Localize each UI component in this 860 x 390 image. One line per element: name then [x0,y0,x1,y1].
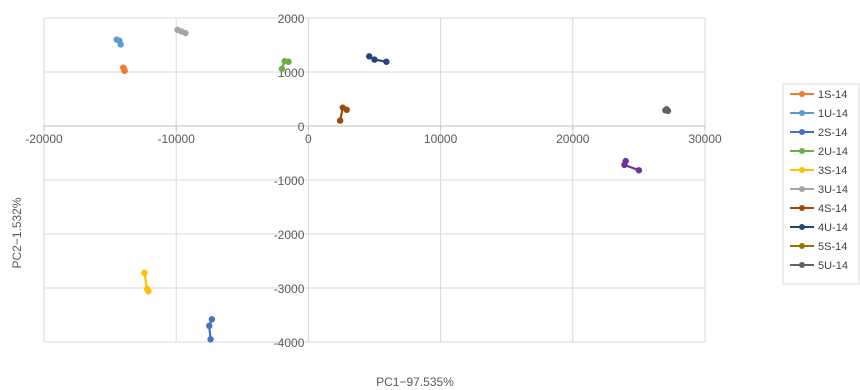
y-tick-label: -2000 [274,228,305,242]
legend-item: 2U-14 [790,146,848,158]
series-2U-14 [278,58,292,72]
legend-item: 3S-14 [790,165,847,177]
data-point [621,161,628,169]
y-tick-label: -1000 [274,174,305,188]
data-point [635,167,643,174]
legend-label: 5U-14 [818,260,848,272]
legend-marker [799,262,805,268]
x-tick-label: 10000 [424,132,458,146]
legend-label: 3U-14 [818,184,848,196]
data-point [371,56,378,63]
series-5S-14 [621,157,643,174]
data-point [343,106,350,114]
legend-item: 4S-14 [790,203,847,215]
x-axis-title: PC1−97.535% [376,375,454,389]
legend-marker [799,129,805,135]
legend-item: 5S-14 [790,241,847,253]
data-point [117,41,124,48]
y-tick-label: 0 [298,120,305,134]
series-5U-14 [662,106,672,115]
series-1U-14 [113,36,124,48]
data-point [206,322,213,329]
legend-marker [799,91,805,97]
x-tick-label: -20000 [25,132,63,146]
legend-items: 1S-14 1U-14 2S-14 2U-14 3S-14 3U-14 4S-14 4U-14… [790,89,848,272]
legend-label: 1U-14 [818,108,848,120]
legend-label: 2U-14 [818,146,848,158]
legend: 1S-14 1U-14 2S-14 2U-14 3S-14 3U-14 4S-14 4U-14… [782,83,860,285]
legend-marker [799,110,805,116]
data-point [208,316,216,323]
legend-item: 1S-14 [790,89,847,101]
y-tick-label: 2000 [278,12,305,26]
series-2S-14 [206,316,216,343]
x-tick-label: 30000 [688,132,722,146]
data-point [182,29,189,37]
legend-label: 5S-14 [818,241,847,253]
legend-item: 1U-14 [790,108,848,120]
legend-marker [799,205,805,211]
series-3U-14 [174,26,189,37]
x-axis [43,125,706,130]
legend-item: 3U-14 [790,184,848,196]
legend-marker [799,243,805,249]
series-4S-14 [336,104,350,124]
data-point [366,53,373,60]
legend-marker [799,167,805,173]
legend-item: 2S-14 [790,127,847,139]
data-point [120,66,128,73]
data-point [278,65,286,72]
x-tick-labels: -20000 -10000 0 10000 20000 30000 [25,132,722,146]
legend-marker [799,224,805,230]
series-3S-14 [141,269,152,295]
x-tick-label: 20000 [556,132,590,146]
legend-label: 4U-14 [818,222,848,234]
series-1S-14 [120,64,128,75]
y-tick-label: -3000 [274,282,305,296]
x-tick-label: -10000 [158,132,196,146]
legend-label: 3S-14 [818,165,847,177]
data-point [207,336,214,343]
data-point [664,107,672,115]
data-point [285,58,292,65]
data-point [141,269,148,277]
data-point [145,288,152,295]
legend-item: 5U-14 [790,260,848,272]
legend-label: 4S-14 [818,203,847,215]
legend-label: 1S-14 [818,89,847,101]
legend-item: 4U-14 [790,222,848,234]
series-4U-14 [366,53,390,65]
legend-label: 2S-14 [818,127,847,139]
legend-marker [799,148,805,154]
data-point [383,58,390,65]
series-layer [113,26,672,343]
legend-box [782,83,860,285]
y-tick-label: -4000 [274,336,305,350]
data-point [336,117,344,124]
y-axis-title: PC2−1.532% [10,197,24,268]
x-tick-label: 0 [305,132,312,146]
legend-marker [799,186,805,192]
